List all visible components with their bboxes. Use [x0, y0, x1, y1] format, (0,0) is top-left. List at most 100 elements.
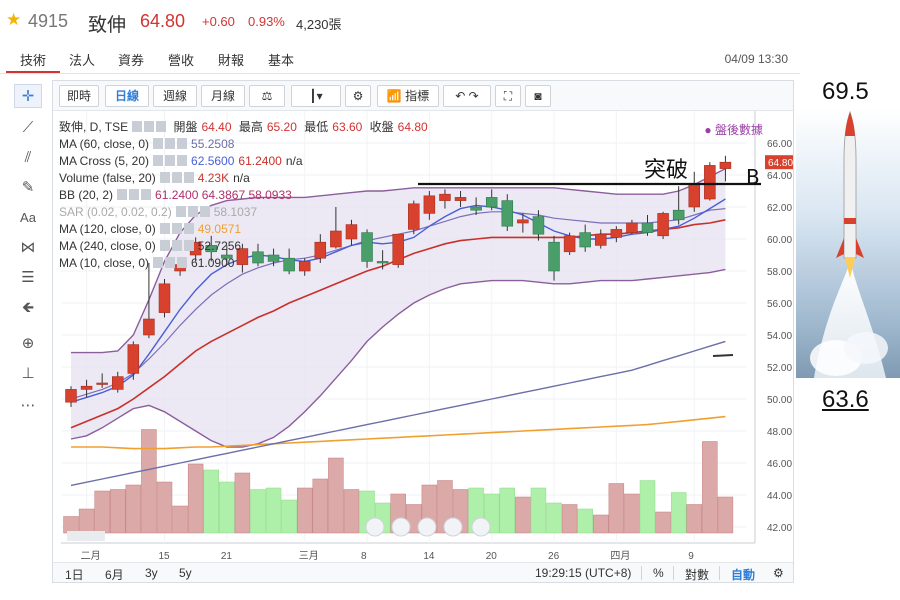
- compare-icon[interactable]: ⚖: [249, 85, 285, 107]
- volume-bar: [624, 493, 640, 534]
- open-value: 64.40: [201, 120, 232, 134]
- indicators-button[interactable]: 📶 指標: [377, 85, 439, 107]
- tab-margin[interactable]: 資券: [118, 53, 145, 68]
- target-high-label: 69.5: [822, 78, 869, 105]
- range-5y[interactable]: 5y: [179, 566, 192, 580]
- tab-basic[interactable]: 基本: [268, 53, 295, 68]
- sar-value: 58.1037: [213, 205, 258, 219]
- candle-body: [330, 230, 342, 248]
- trend-line-icon[interactable]: ⟋: [22, 119, 34, 136]
- cnyes-logo: [67, 531, 105, 541]
- candle-body: [657, 213, 669, 237]
- candle-body: [626, 222, 638, 233]
- target-marker: [712, 354, 734, 357]
- volume-bar: [343, 489, 360, 534]
- candle-body: [454, 197, 467, 201]
- x-tick-label: 14: [423, 551, 435, 562]
- more-icon[interactable]: ⋯: [20, 397, 36, 414]
- measure-icon[interactable]: ⊥: [21, 365, 35, 382]
- tab-technical[interactable]: 技術: [5, 50, 61, 73]
- range-1d[interactable]: 1日: [65, 568, 84, 582]
- candle-body: [298, 261, 311, 272]
- arrow-left-icon[interactable]: 🡸: [21, 299, 35, 316]
- volume-bar: [203, 469, 219, 534]
- drawing-toolbar: ✛ ⟋ ⫽ ✎ Aa ⋈ ☰ 🡸 ⊕ ⊥ ⋯: [8, 80, 50, 580]
- tab-institutional[interactable]: 法人: [69, 53, 96, 68]
- tab-financials[interactable]: 財報: [218, 53, 245, 68]
- fullscreen-icon[interactable]: ⛶: [495, 85, 521, 107]
- volume-bar: [639, 480, 656, 534]
- volume-bar: [717, 496, 734, 534]
- ma240-label: MA (240, close, 0): [59, 239, 156, 253]
- y-tick-label: 56.00: [767, 299, 792, 310]
- candle-body: [641, 222, 654, 233]
- scroll-control-icon: [391, 517, 411, 537]
- interval-weekly-button[interactable]: 週線: [153, 85, 197, 107]
- sar-label: SAR (0.02, 0.02, 0.2): [59, 205, 172, 219]
- candle-body: [408, 203, 420, 230]
- ma60-value: 55.2508: [191, 137, 235, 151]
- x-tick-label: 8: [361, 551, 367, 562]
- after-hours-link[interactable]: ● 盤後數據: [704, 123, 763, 137]
- volume-bar: [546, 502, 562, 534]
- rocket-image: [796, 108, 900, 378]
- interval-realtime-button[interactable]: 即時: [59, 85, 99, 107]
- camera-icon[interactable]: ◙: [525, 85, 551, 107]
- interval-monthly-button[interactable]: 月線: [201, 85, 245, 107]
- legend-ma10[interactable]: MA (10, close, 0) 61.0900: [59, 255, 432, 272]
- candle-body: [283, 257, 295, 272]
- candle-body: [548, 241, 560, 272]
- range-3y[interactable]: 3y: [145, 566, 158, 580]
- legend-sar[interactable]: SAR (0.02, 0.02, 0.2) 58.1037: [59, 204, 432, 221]
- legend-ma240[interactable]: MA (240, close, 0) 52.7256: [59, 238, 432, 255]
- undo-redo-icon[interactable]: ↶ ↷: [443, 85, 491, 107]
- candle-body: [65, 389, 77, 403]
- volume-bar: [670, 492, 687, 534]
- tab-revenue[interactable]: 營收: [168, 53, 195, 68]
- auto-scale-toggle[interactable]: 自動: [731, 568, 756, 582]
- fibonacci-icon[interactable]: ☰: [21, 269, 35, 286]
- clock: 19:29:15 (UTC+8): [535, 566, 632, 580]
- x-tick-label: 20: [486, 551, 498, 562]
- brush-icon[interactable]: ✎: [21, 179, 35, 196]
- zoom-icon[interactable]: ⊕: [21, 335, 35, 352]
- breakout-label: 突破: [644, 158, 688, 183]
- legend-macross[interactable]: MA Cross (5, 20) 62.5600 61.2400 n/a: [59, 153, 432, 170]
- pattern-icon[interactable]: ⋈: [20, 239, 36, 256]
- x-tick-label: 三月: [299, 550, 319, 562]
- volume-value-2: n/a: [233, 171, 250, 185]
- volume-bar: [608, 483, 625, 534]
- percent-toggle[interactable]: %: [653, 566, 664, 580]
- volume-bar: [686, 504, 702, 534]
- range-6m[interactable]: 6月: [105, 568, 124, 582]
- legend-volume[interactable]: Volume (false, 20) 4.23K n/a: [59, 170, 432, 187]
- price-chart[interactable]: 42.00 44.00 46.00 48.00 50.00 52.00 54.00 56.00…: [53, 81, 793, 581]
- volume-bar: [94, 490, 110, 534]
- candle-body: [221, 254, 233, 259]
- ma120-value: 49.0571: [197, 222, 242, 236]
- bollinger-band-area: [71, 168, 726, 447]
- settings-gear-icon[interactable]: ⚙: [345, 85, 371, 107]
- volume-bar: [125, 484, 142, 534]
- volume-bar: [655, 511, 671, 534]
- crosshair-icon[interactable]: ✛: [14, 84, 42, 108]
- y-tick-label: 66.00: [767, 139, 792, 150]
- interval-daily-button[interactable]: 日線: [105, 85, 149, 107]
- candle-body: [376, 261, 389, 264]
- bottom-settings-icon[interactable]: ⚙: [773, 566, 784, 580]
- log-toggle[interactable]: 對數: [685, 568, 710, 582]
- candle-body: [532, 216, 545, 235]
- candle-body: [205, 245, 217, 253]
- text-tool-icon[interactable]: Aa: [20, 210, 36, 225]
- volume-bar: [219, 481, 235, 534]
- chart-type-icon[interactable]: ┃▾: [291, 85, 341, 107]
- macross-value-1: 62.5600: [191, 154, 235, 168]
- channel-icon[interactable]: ⫽: [24, 149, 32, 166]
- legend-bb[interactable]: BB (20, 2) 61.2400 64.3867 58.0933: [59, 187, 432, 204]
- candle-body: [158, 283, 171, 313]
- legend-ma120[interactable]: MA (120, close, 0) 49.0571: [59, 221, 432, 238]
- stock-code: 4915: [28, 11, 69, 31]
- candle-body: [111, 376, 124, 390]
- legend-ma60[interactable]: MA (60, close, 0) 55.2508: [59, 136, 432, 153]
- star-icon[interactable]: ★: [6, 10, 22, 29]
